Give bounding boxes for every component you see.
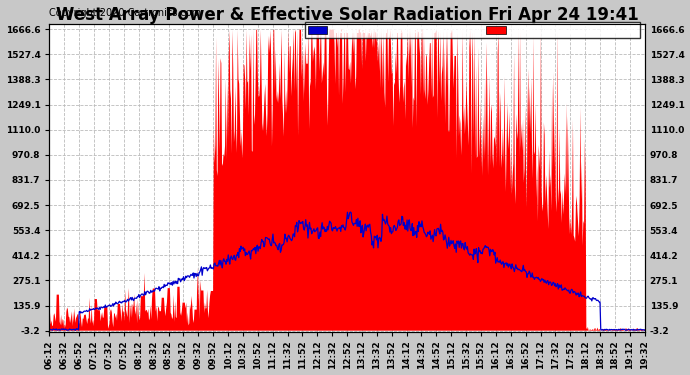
Text: Copyright 2020 Cartronics.com: Copyright 2020 Cartronics.com [50,8,201,18]
Legend: Radiation (Effective w/m2), West Array (DC Watts): Radiation (Effective w/m2), West Array (… [305,22,640,38]
Title: West Array Power & Effective Solar Radiation Fri Apr 24 19:41: West Array Power & Effective Solar Radia… [56,6,638,24]
